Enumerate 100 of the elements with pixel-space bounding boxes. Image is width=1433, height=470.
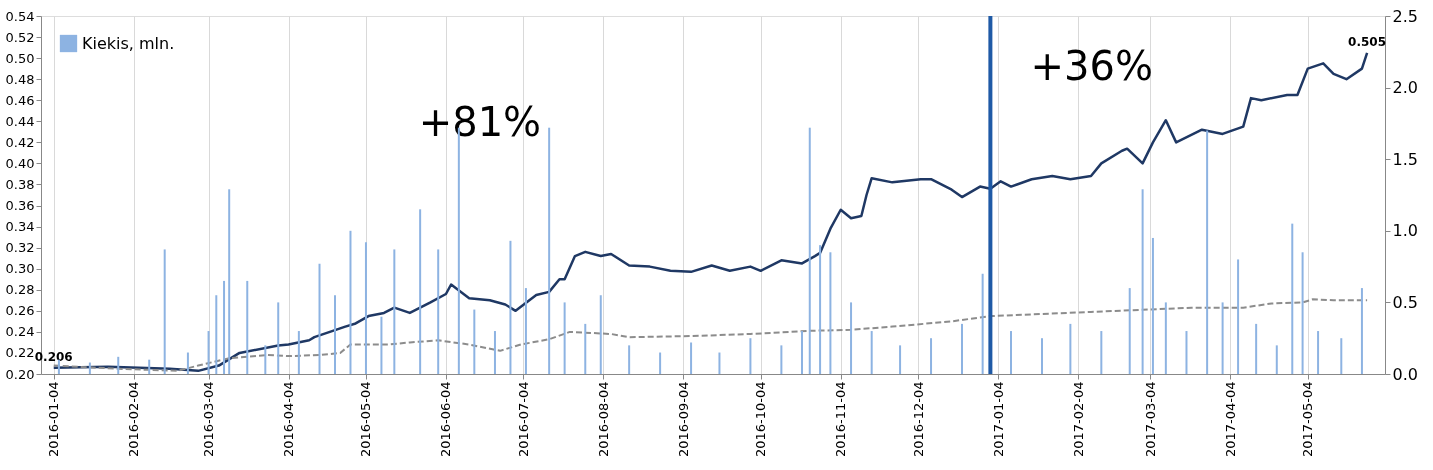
bar	[1151, 237, 1154, 374]
y-tick-label: 0.54	[5, 8, 35, 24]
y-tick-label: 0.24	[5, 324, 35, 340]
bar	[628, 345, 631, 374]
bar	[749, 338, 752, 374]
bar	[1164, 302, 1167, 374]
bar	[148, 359, 151, 374]
bar	[163, 249, 166, 374]
x-tick-label: 2017-02-04	[1070, 381, 1086, 458]
annotation: +36%	[1030, 43, 1153, 89]
legend-label: Kiekis, mln.	[82, 33, 175, 53]
y-tick-label: 0.50	[5, 50, 35, 66]
bar	[599, 295, 602, 374]
y-tick-label: 0.44	[5, 113, 35, 129]
bar	[473, 309, 476, 374]
y-tick-label: 0.40	[5, 155, 35, 171]
bar	[1255, 323, 1258, 374]
bar	[870, 331, 873, 374]
x-tick-label: 2016-12-04	[910, 381, 926, 458]
bar	[1360, 288, 1363, 374]
x-tick-label: 2016-06-04	[438, 381, 454, 458]
bar	[1141, 189, 1144, 374]
bar	[297, 331, 300, 374]
bar	[1206, 130, 1209, 374]
bar	[1100, 331, 1103, 374]
bar	[1301, 252, 1304, 374]
x-tick-label: 2017-03-04	[1142, 381, 1158, 458]
y-tick-label: 0.48	[5, 71, 35, 87]
bar	[1340, 338, 1343, 374]
bar	[850, 302, 853, 374]
y2-tick-label: 1.0	[1392, 221, 1418, 241]
y-tick-label: 0.46	[5, 92, 35, 108]
bar	[780, 345, 783, 374]
x-tick-label: 2016-03-04	[201, 381, 217, 458]
y-tick-label: 0.22	[5, 345, 35, 361]
y2-tick-label: 0.0	[1392, 364, 1418, 384]
bar	[264, 345, 267, 374]
bar	[277, 302, 280, 374]
bar	[349, 230, 352, 374]
bar	[364, 242, 367, 374]
x-tick-label: 2016-11-04	[833, 381, 849, 458]
x-tick-label: 2016-05-04	[358, 381, 374, 458]
bar	[393, 249, 396, 374]
x-tick-label: 2017-04-04	[1222, 381, 1238, 458]
y2-tick-label: 2.0	[1392, 78, 1418, 98]
bar	[829, 252, 832, 374]
bar	[380, 316, 383, 374]
x-tick-label: 2016-04-04	[281, 381, 297, 458]
bar	[215, 295, 218, 374]
bar	[1069, 323, 1072, 374]
bar	[659, 352, 662, 374]
y-tick-label: 0.34	[5, 219, 35, 235]
bar	[57, 359, 60, 374]
y-tick-label: 0.38	[5, 176, 35, 192]
bar	[318, 263, 321, 374]
bar	[808, 127, 811, 374]
annotation: 0.505	[1348, 34, 1387, 49]
bar	[563, 302, 566, 374]
y2-tick-label: 1.5	[1392, 149, 1418, 169]
y-tick-label: 0.36	[5, 198, 35, 214]
bar	[961, 323, 963, 374]
y-tick-label: 0.30	[5, 261, 35, 277]
bar	[1275, 345, 1278, 374]
y-tick-label: 0.52	[5, 29, 35, 45]
bar	[509, 240, 512, 374]
bar	[548, 127, 551, 374]
bar	[1010, 331, 1013, 374]
bar	[899, 345, 902, 374]
x-tick-label: 2016-10-04	[753, 381, 769, 458]
bar	[819, 245, 822, 374]
y-tick-label: 0.32	[5, 240, 35, 256]
x-tick-label: 2017-01-04	[990, 381, 1006, 458]
y-tick-label: 0.28	[5, 282, 35, 298]
x-tick-label: 2017-05-04	[1300, 381, 1316, 458]
bar	[186, 352, 189, 374]
y2-tick-label: 2.5	[1392, 6, 1418, 26]
bar	[1185, 331, 1188, 374]
bar	[801, 331, 804, 374]
bar	[223, 280, 226, 374]
bar	[419, 209, 422, 374]
y-tick-label: 0.26	[5, 303, 35, 319]
x-tick-label: 2016-07-04	[515, 381, 531, 458]
bar	[437, 249, 440, 374]
bar	[1317, 331, 1320, 374]
bar	[1040, 338, 1043, 374]
y2-tick-label: 0.5	[1392, 292, 1418, 312]
bar	[981, 273, 984, 374]
bar	[88, 362, 91, 374]
bar	[584, 323, 587, 374]
y-tick-label: 0.42	[5, 134, 35, 150]
bar	[690, 342, 693, 374]
bar	[117, 356, 120, 374]
bar	[1291, 223, 1294, 374]
bar	[1237, 259, 1240, 374]
bar	[930, 338, 933, 374]
annotation: 0.206	[34, 349, 73, 364]
bar	[1221, 302, 1224, 374]
x-tick-label: 2016-01-04	[46, 381, 62, 458]
x-tick-label: 2016-09-04	[675, 381, 691, 458]
bar	[1128, 288, 1131, 374]
